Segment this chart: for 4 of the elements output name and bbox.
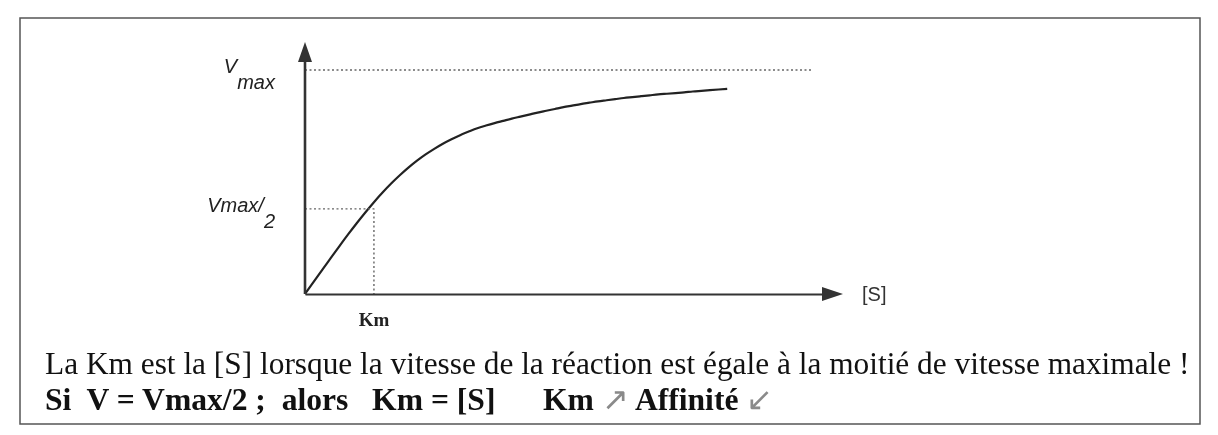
text: Si V = Vmax/2 ; alors Km = [S] Km ↗ Affinité ↙: [45, 382, 774, 417]
text: Km: [358, 309, 390, 330]
x-axis-title: [S]: [862, 283, 887, 305]
text: La Km est la [S] lorsque la vitesse de la réaction est égale à la moitié de vitesse maximale !: [45, 346, 1190, 381]
